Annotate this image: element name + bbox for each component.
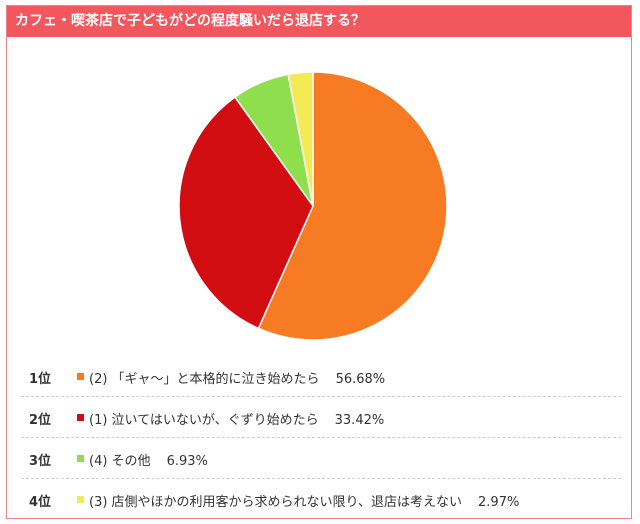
- answer-percent: 2.97%: [478, 495, 520, 510]
- pie-chart-area: [7, 38, 631, 356]
- ranking-row-4: 4位 (3) 店側やほかの利用客から求められない限り、退店は考えない 2.97%: [21, 479, 621, 519]
- ranking-row-3: 3位 (4) その他 6.93%: [21, 438, 621, 479]
- ranking-row-1: 1位 (2) 「ギャ〜」と本格的に泣き始めたら 56.68%: [21, 356, 621, 397]
- ranking-row-2: 2位 (1) 泣いてはいないが、ぐずり始めたら 33.42%: [21, 397, 621, 438]
- poll-result-panel: カフェ・喫茶店で子どもがどの程度騒いだら退店する？ 1位 (2) 「ギャ〜」と本…: [6, 5, 632, 519]
- rank-label: 2位: [29, 413, 52, 428]
- answer-percent: 6.93%: [166, 454, 208, 469]
- pie-slice-2: [178, 96, 314, 330]
- answer-label: (2) 「ギャ〜」と本格的に泣き始めたら: [89, 372, 320, 387]
- legend-swatch: [77, 373, 84, 380]
- legend-swatch: [77, 496, 84, 503]
- answer-label: (1) 泣いてはいないが、ぐずり始めたら: [89, 413, 319, 428]
- rank-label: 1位: [29, 372, 52, 387]
- pie-chart: [178, 71, 448, 341]
- poll-title: カフェ・喫茶店で子どもがどの程度騒いだら退店する？: [7, 6, 631, 37]
- answer-label: (4) その他: [89, 454, 151, 469]
- rank-label: 4位: [29, 495, 52, 510]
- rank-label: 3位: [29, 454, 52, 469]
- legend-swatch: [77, 414, 84, 421]
- answer-percent: 56.68%: [335, 372, 386, 387]
- pie-slice-1: [257, 71, 448, 341]
- answer-percent: 33.42%: [334, 413, 385, 428]
- legend-swatch: [77, 455, 84, 462]
- pie-slice-4: [287, 71, 314, 207]
- ranking-list: 1位 (2) 「ギャ〜」と本格的に泣き始めたら 56.68% 2位 (1) 泣いて…: [21, 356, 621, 519]
- answer-label: (3) 店側やほかの利用客から求められない限り、退店は考えない: [89, 495, 463, 510]
